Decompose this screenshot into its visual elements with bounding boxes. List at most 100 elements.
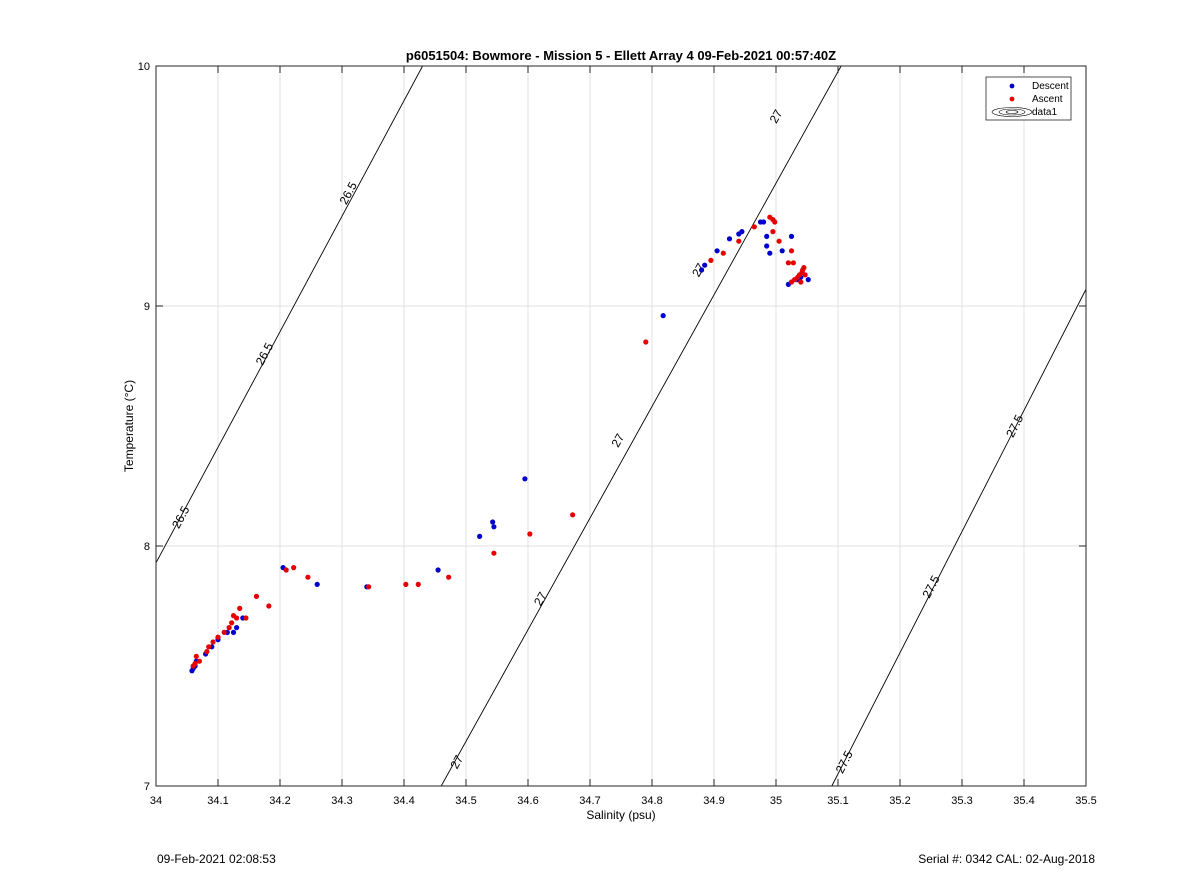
- ascent-point: [234, 615, 240, 621]
- isopycnal-label: 27: [531, 589, 550, 608]
- descent-point: [234, 625, 240, 631]
- descent-point: [660, 313, 666, 319]
- ascent-point: [800, 267, 806, 273]
- ascent-point: [215, 634, 221, 640]
- isopycnal-label: 27: [447, 752, 466, 771]
- descent-point: [490, 519, 496, 525]
- ascent-point: [206, 644, 212, 650]
- descent-point: [805, 277, 811, 283]
- x-axis-label: Salinity (psu): [586, 808, 655, 822]
- isopycnal-line: [440, 66, 842, 786]
- ascent-point: [790, 260, 796, 266]
- isopycnal-label: 27: [767, 107, 786, 126]
- ascent-point: [643, 339, 649, 345]
- x-tick-label: 35.4: [1013, 795, 1034, 807]
- x-tick-label: 34.9: [703, 795, 724, 807]
- ascent-point: [196, 658, 202, 664]
- x-tick-label: 35.1: [827, 795, 848, 807]
- ascent-point: [283, 567, 289, 573]
- y-axis-label: Temperature (°C): [122, 380, 136, 472]
- descent-point: [477, 533, 483, 540]
- descent-point: [764, 243, 770, 249]
- descent-point: [767, 250, 773, 256]
- descent-point: [779, 248, 785, 254]
- ascent-point: [415, 581, 421, 588]
- x-tick-label: 35: [770, 795, 782, 807]
- descent-point: [788, 233, 795, 239]
- y-tick-label: 8: [144, 541, 150, 553]
- footer-timestamp: 09-Feb-2021 02:08:53: [157, 852, 276, 866]
- x-tick-label: 34.2: [269, 795, 290, 807]
- ascent-point: [253, 593, 260, 600]
- ascent-point: [772, 219, 778, 225]
- ascent-point: [720, 250, 726, 256]
- ascent-point: [366, 584, 372, 590]
- ascent-point: [770, 229, 776, 235]
- descent-point: [739, 229, 745, 235]
- legend-marker-descent: [1009, 83, 1015, 89]
- footer-serial-calibration: Serial #: 0342 CAL: 02-Aug-2018: [918, 852, 1095, 866]
- data-points: [189, 214, 811, 674]
- ascent-point: [226, 625, 232, 631]
- plot-area: [156, 66, 1086, 786]
- y-axis-ticks: 7 8 9 10: [138, 61, 1086, 793]
- chart-title: p6051504: Bowmore - Mission 5 - Ellett A…: [406, 48, 836, 63]
- x-axis-ticks: 34 34.1 34.2 34.3 34.4 34.5 34.6 34.7 34.8 34.9 35…: [150, 66, 1097, 807]
- ascent-point: [708, 257, 714, 263]
- ascent-point: [785, 260, 792, 266]
- ascent-point: [527, 531, 533, 537]
- descent-point: [491, 524, 497, 530]
- ascent-point: [802, 272, 808, 278]
- descent-point: [726, 236, 733, 242]
- descent-point: [522, 476, 528, 482]
- descent-point: [435, 567, 441, 573]
- descent-point: [699, 267, 705, 273]
- y-tick-label: 9: [144, 301, 150, 313]
- ascent-point: [446, 574, 452, 580]
- ascent-point: [229, 620, 235, 626]
- x-tick-label: 34.7: [579, 795, 600, 807]
- descent-point: [314, 581, 320, 588]
- ascent-point: [305, 574, 311, 580]
- ascent-point: [192, 661, 198, 667]
- legend-marker-contour-icon: [991, 107, 1033, 117]
- descent-point: [230, 629, 237, 636]
- x-tick-label: 34.6: [517, 795, 538, 807]
- ascent-point: [193, 653, 199, 660]
- ascent-point: [751, 224, 757, 230]
- legend-box: [985, 76, 1072, 121]
- ascent-point: [221, 629, 227, 636]
- ascent-point: [491, 550, 497, 556]
- legend: Descent Ascent data1: [985, 76, 1072, 121]
- legend-label-ascent: Ascent: [1032, 94, 1063, 105]
- x-tick-label: 34.8: [641, 795, 662, 807]
- ascent-point: [736, 238, 742, 244]
- ascent-point: [403, 581, 409, 588]
- ascent-point: [570, 512, 576, 518]
- legend-label-descent: Descent: [1032, 81, 1069, 92]
- x-tick-label: 35.3: [951, 795, 972, 807]
- isopycnal-label: 27: [609, 431, 628, 450]
- isopycnal-line: [156, 66, 423, 564]
- ascent-point: [237, 605, 243, 612]
- ascent-point: [266, 603, 272, 609]
- x-tick-label: 34.1: [207, 795, 228, 807]
- ascent-point: [210, 639, 216, 645]
- y-tick-label: 10: [138, 61, 150, 73]
- legend-marker-ascent: [1009, 96, 1015, 102]
- descent-point: [761, 219, 767, 225]
- ascent-point: [776, 238, 782, 244]
- y-tick-label: 7: [144, 781, 150, 793]
- plot-frame: [155, 65, 1087, 787]
- x-tick-label: 34.5: [455, 795, 476, 807]
- descent-point: [764, 233, 770, 239]
- ascent-point: [243, 615, 249, 621]
- ascent-point: [204, 649, 210, 655]
- grid-lines: [156, 66, 1086, 786]
- legend-label-data1: data1: [1032, 107, 1057, 118]
- ascent-point: [291, 565, 297, 571]
- x-tick-label: 35.2: [889, 795, 910, 807]
- ascent-point: [798, 279, 804, 285]
- x-tick-label: 34: [150, 795, 162, 807]
